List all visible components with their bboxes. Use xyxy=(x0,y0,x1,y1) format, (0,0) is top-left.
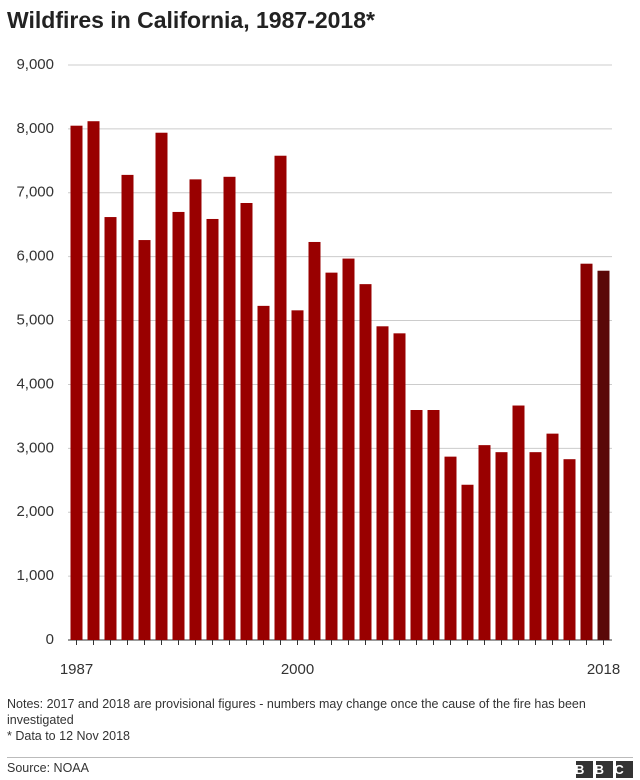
bar xyxy=(308,241,321,640)
x-tick-label: 1987 xyxy=(60,661,93,678)
bar xyxy=(461,484,474,640)
bar xyxy=(172,211,185,640)
bar xyxy=(376,326,389,640)
bar xyxy=(512,405,525,640)
note: Notes: 2017 and 2018 are provisional fig… xyxy=(7,697,586,727)
bar xyxy=(495,452,508,640)
bar xyxy=(529,452,542,640)
bar xyxy=(597,270,610,640)
bar xyxy=(274,155,287,640)
bar xyxy=(427,410,440,640)
y-tick-label: 7,000 xyxy=(16,184,54,201)
bar xyxy=(257,305,270,640)
bar xyxy=(189,179,202,640)
bar xyxy=(342,258,355,640)
source: Source: NOAA xyxy=(7,761,89,775)
bar xyxy=(206,218,219,640)
bar xyxy=(291,310,304,640)
y-tick-label: 8,000 xyxy=(16,120,54,137)
logo-text: BBC xyxy=(576,762,634,777)
bar xyxy=(325,272,338,640)
chart: Wildfires in California, 1987-2018* 0 1,0… xyxy=(7,7,620,678)
logo-block xyxy=(576,761,593,778)
y-tick-label: 9,000 xyxy=(16,56,54,73)
chart-title: Wildfires in California, 1987-2018* xyxy=(7,7,375,33)
bar xyxy=(546,433,559,640)
bar xyxy=(359,284,372,640)
y-tick-label: 6,000 xyxy=(16,248,54,265)
y-tick-label: 5,000 xyxy=(16,312,54,329)
bar xyxy=(444,456,457,640)
y-tick-label: 4,000 xyxy=(16,375,54,392)
bar xyxy=(393,333,406,640)
y-tick-label: 3,000 xyxy=(16,439,54,456)
bar xyxy=(563,459,576,640)
bar xyxy=(104,217,117,641)
x-tick-label: 2018 xyxy=(587,661,620,678)
x-tick-label: 2000 xyxy=(281,661,314,678)
divider xyxy=(7,757,633,758)
y-tick-label: 1,000 xyxy=(16,567,54,584)
notes: Notes: 2017 and 2018 are provisional fig… xyxy=(7,696,633,744)
bar xyxy=(138,240,151,641)
logo-block xyxy=(596,761,613,778)
bar xyxy=(580,263,593,640)
bar xyxy=(155,132,168,640)
bar xyxy=(478,445,491,640)
note: * Data to 12 Nov 2018 xyxy=(7,729,130,743)
bar xyxy=(87,121,100,640)
logo: BBC xyxy=(576,761,634,778)
bar xyxy=(70,125,83,640)
y-tick-label: 0 xyxy=(46,631,54,648)
bar xyxy=(223,176,236,641)
bar xyxy=(240,203,253,640)
logo-block xyxy=(616,761,633,778)
bar xyxy=(121,174,134,640)
bar xyxy=(410,410,423,640)
y-tick-label: 2,000 xyxy=(16,503,54,520)
